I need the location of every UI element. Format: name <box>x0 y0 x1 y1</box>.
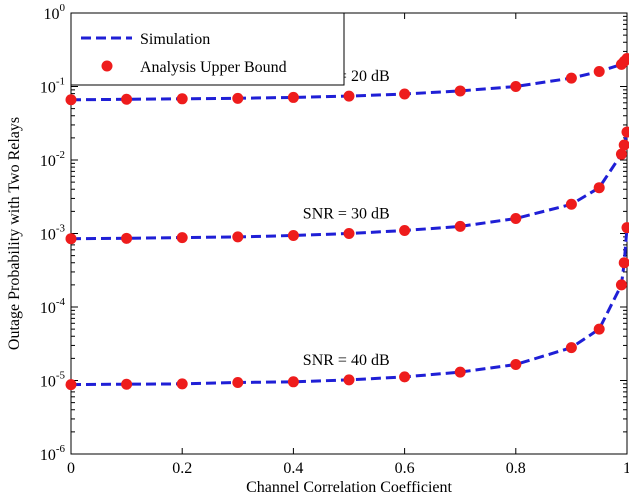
y-tick-label: 10-6 <box>40 443 66 464</box>
analysis-point <box>343 90 355 102</box>
analysis-point <box>232 231 244 243</box>
x-tick-label: 1 <box>623 460 629 477</box>
analysis-point <box>618 257 629 269</box>
analysis-point <box>510 212 522 224</box>
legend-analysis-label: Analysis Upper Bound <box>140 59 287 76</box>
analysis-point <box>621 53 629 65</box>
analysis-point <box>454 366 466 378</box>
y-tick-label: 100 <box>44 2 66 23</box>
snr-annotation-3: SNR = 40 dB <box>303 352 390 369</box>
legend-box <box>70 12 345 86</box>
x-tick-label: 0.8 <box>506 460 526 477</box>
analysis-point <box>176 378 188 390</box>
analysis-point <box>565 72 577 84</box>
simulation-line-2 <box>70 131 629 241</box>
analysis-point <box>343 374 355 386</box>
simulation-line-3 <box>70 227 629 387</box>
analysis-point <box>232 92 244 104</box>
analysis-point <box>232 376 244 388</box>
analysis-point <box>618 139 629 151</box>
y-tick-label: 10-1 <box>40 76 65 97</box>
x-tick-label: 0.6 <box>395 460 415 477</box>
legend-simulation-label: Simulation <box>140 31 210 48</box>
y-tick-label: 10-5 <box>40 370 66 391</box>
analysis-point <box>65 94 77 106</box>
analysis-point <box>121 378 133 390</box>
y-axis-label: Outage Probability with Two Relays <box>6 117 23 350</box>
analysis-point <box>399 88 411 100</box>
analysis-point <box>399 371 411 383</box>
analysis-point <box>621 126 629 138</box>
analysis-point <box>176 232 188 244</box>
snr-annotation-2: SNR = 30 dB <box>303 206 390 223</box>
analysis-point <box>454 85 466 97</box>
analysis-point <box>65 233 77 245</box>
analysis-point <box>399 224 411 236</box>
analysis-point <box>593 323 605 335</box>
x-axis-label: Channel Correlation Coefficient <box>246 479 452 496</box>
y-tick-label: 10-3 <box>40 223 66 244</box>
analysis-point <box>565 198 577 210</box>
analysis-point <box>593 65 605 77</box>
analysis-point <box>121 93 133 105</box>
analysis-point <box>621 222 629 234</box>
analysis-point <box>593 182 605 194</box>
analysis-point <box>565 342 577 354</box>
analysis-point <box>615 279 627 291</box>
x-tick-label: 0 <box>67 460 75 477</box>
analysis-point <box>287 91 299 103</box>
curves <box>65 53 629 391</box>
legend: Simulation Analysis Upper Bound <box>70 12 345 86</box>
analysis-point <box>287 229 299 241</box>
analysis-point <box>510 359 522 371</box>
axis-ticks: 0 0.2 0.4 0.6 0.8 1 100 10-1 10-2 10-3 10-4 10-5 10-… <box>40 2 629 477</box>
legend-analysis-swatch <box>101 60 113 72</box>
x-tick-label: 0.4 <box>283 460 303 477</box>
y-tick-label: 10-2 <box>40 149 65 170</box>
analysis-point <box>343 228 355 239</box>
analysis-point <box>454 220 466 232</box>
analysis-point <box>615 148 627 160</box>
analysis-point <box>287 376 299 388</box>
x-tick-label: 0.2 <box>172 460 192 477</box>
analysis-point <box>121 232 133 244</box>
analysis-point <box>510 81 522 92</box>
analysis-point <box>176 93 188 105</box>
y-tick-label: 10-4 <box>40 296 66 317</box>
analysis-point <box>65 379 77 391</box>
